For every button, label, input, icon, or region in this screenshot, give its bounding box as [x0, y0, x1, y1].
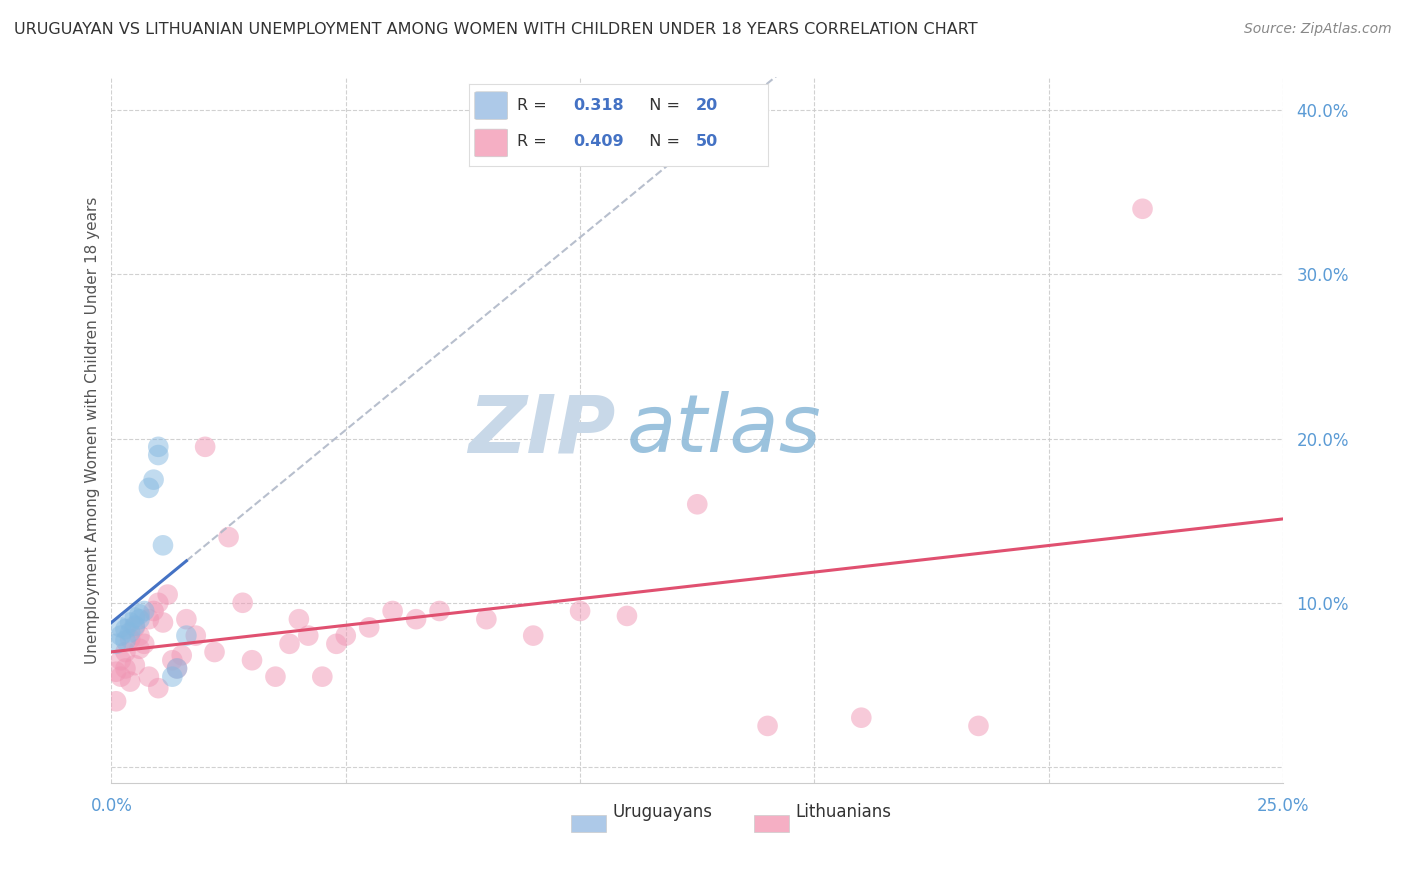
Point — [110, 629, 132, 643]
Point — [162, 670, 184, 684]
Point — [138, 612, 160, 626]
Point — [148, 440, 170, 454]
Point — [967, 719, 990, 733]
Point — [756, 719, 779, 733]
Point — [124, 619, 146, 633]
Point — [240, 653, 263, 667]
Point — [616, 608, 638, 623]
Point — [429, 604, 451, 618]
Point — [124, 610, 146, 624]
Point — [134, 604, 156, 618]
Point — [105, 637, 128, 651]
Text: ZIP: ZIP — [468, 392, 616, 469]
Text: URUGUAYAN VS LITHUANIAN UNEMPLOYMENT AMONG WOMEN WITH CHILDREN UNDER 18 YEARS CO: URUGUAYAN VS LITHUANIAN UNEMPLOYMENT AMO… — [14, 22, 977, 37]
Point — [204, 645, 226, 659]
Point — [124, 620, 146, 634]
Point — [128, 607, 150, 622]
Point — [381, 604, 404, 618]
Point — [522, 629, 544, 643]
Point — [176, 612, 198, 626]
Point — [311, 670, 333, 684]
Point — [105, 694, 128, 708]
Point — [138, 670, 160, 684]
Point — [325, 637, 347, 651]
Point — [475, 612, 498, 626]
Point — [114, 661, 136, 675]
Point — [120, 615, 142, 630]
Point — [218, 530, 240, 544]
Point — [128, 612, 150, 626]
Point — [148, 596, 170, 610]
Point — [297, 629, 319, 643]
Point — [128, 629, 150, 643]
Point — [120, 632, 142, 646]
Point — [134, 637, 156, 651]
Point — [686, 497, 709, 511]
Point — [264, 670, 287, 684]
Point — [148, 681, 170, 695]
Point — [232, 596, 254, 610]
Point — [114, 622, 136, 636]
Point — [1132, 202, 1154, 216]
Point — [124, 658, 146, 673]
Point — [138, 481, 160, 495]
Point — [194, 440, 217, 454]
Point — [120, 625, 142, 640]
Point — [128, 641, 150, 656]
Point — [110, 620, 132, 634]
Point — [166, 661, 188, 675]
Point — [156, 588, 179, 602]
Point — [114, 633, 136, 648]
Point — [170, 648, 193, 663]
Text: Lithuanians: Lithuanians — [796, 803, 891, 821]
Text: Source: ZipAtlas.com: Source: ZipAtlas.com — [1244, 22, 1392, 37]
Y-axis label: Unemployment Among Women with Children Under 18 years: Unemployment Among Women with Children U… — [86, 197, 100, 664]
Point — [152, 538, 174, 552]
Point — [142, 604, 165, 618]
Point — [184, 629, 207, 643]
Point — [142, 473, 165, 487]
Point — [335, 629, 357, 643]
Text: atlas: atlas — [627, 392, 821, 469]
Point — [405, 612, 427, 626]
Point — [152, 615, 174, 630]
Point — [120, 674, 142, 689]
Point — [148, 448, 170, 462]
Point — [851, 711, 873, 725]
Point — [110, 670, 132, 684]
Point — [162, 653, 184, 667]
Point — [359, 620, 381, 634]
Point — [176, 629, 198, 643]
Point — [114, 645, 136, 659]
Point — [166, 661, 188, 675]
Point — [110, 653, 132, 667]
Point — [569, 604, 592, 618]
Point — [288, 612, 311, 626]
Point — [278, 637, 301, 651]
Point — [105, 665, 128, 679]
Text: Uruguayans: Uruguayans — [613, 803, 713, 821]
